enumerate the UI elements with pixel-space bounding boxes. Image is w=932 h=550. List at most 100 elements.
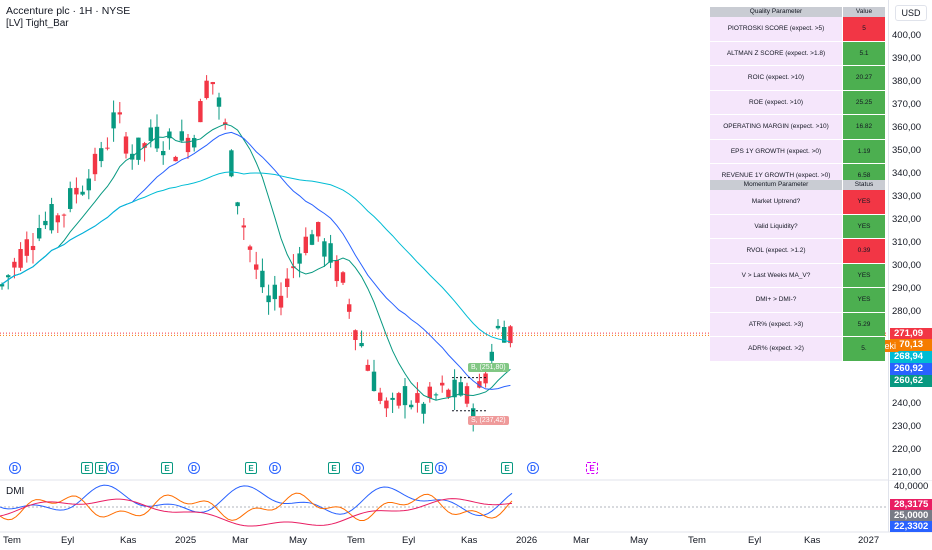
- candle-body: [229, 150, 234, 177]
- candle-body: [477, 381, 482, 388]
- candle-body: [30, 245, 36, 251]
- candle-body: [192, 138, 197, 148]
- earnings-event-icon[interactable]: E: [161, 462, 173, 474]
- candle-body: [272, 284, 277, 300]
- time-axis-label: 2026: [516, 535, 538, 546]
- quality-header-param: Quality Parameter: [710, 7, 843, 17]
- candle-body: [266, 295, 271, 303]
- indicator-name[interactable]: [LV] Tight_Bar: [6, 18, 69, 29]
- momentum-row: Valid Liquidity? YES: [710, 214, 885, 239]
- candle-body: [123, 136, 129, 154]
- currency-button[interactable]: USD: [895, 5, 927, 21]
- earnings-event-icon[interactable]: E: [501, 462, 513, 474]
- quality-value: 5: [843, 17, 885, 41]
- momentum-param: ADR% (expect. >2): [710, 337, 843, 361]
- dividend-event-icon[interactable]: D: [188, 462, 200, 474]
- price-tick: 370,00: [892, 99, 922, 110]
- candle-body: [68, 188, 73, 209]
- quality-table: Quality Parameter Value PIOTROSKI SCORE (…: [710, 7, 885, 189]
- momentum-row: ADR% (expect. >2) 5.: [710, 337, 885, 362]
- quality-value: 25.25: [843, 90, 885, 114]
- time-axis-label: 2025: [175, 535, 197, 546]
- price-tick: 240,00: [892, 398, 922, 409]
- candle-body: [334, 260, 339, 282]
- candle-body: [502, 326, 507, 343]
- candle-body: [508, 326, 513, 344]
- candle-body: [340, 272, 346, 283]
- candle-body: [49, 204, 54, 231]
- earnings-event-icon[interactable]: E: [95, 462, 107, 474]
- momentum-param: RVOL (expect. >1.2): [710, 239, 843, 263]
- momentum-param: Valid Liquidity?: [710, 214, 843, 238]
- sell-signal-badge: S, (237,42): [468, 416, 509, 425]
- candle-body: [285, 278, 290, 287]
- dmi-minus-line: [0, 492, 513, 522]
- earnings-event-icon[interactable]: E: [81, 462, 93, 474]
- candle-body: [148, 127, 153, 141]
- price-tick: 350,00: [892, 145, 922, 156]
- time-axis-label: 2027: [858, 535, 880, 546]
- momentum-value: YES: [843, 190, 885, 214]
- candle-body: [235, 202, 240, 207]
- time-axis-label: Mar: [573, 535, 590, 546]
- candle-body: [347, 304, 352, 312]
- candle-body: [247, 246, 253, 250]
- dmi-tick: 40,0000: [894, 481, 929, 492]
- candle-body: [328, 243, 333, 263]
- quality-param: PIOTROSKI SCORE (expect. >5): [710, 17, 843, 41]
- earnings-event-icon[interactable]: E: [328, 462, 340, 474]
- time-axis-label: Eyl: [748, 535, 762, 546]
- candle-body: [6, 275, 11, 278]
- momentum-row: ATR% (expect. >3) 5.29: [710, 312, 885, 337]
- candle-body: [99, 148, 104, 162]
- candle-body: [111, 112, 116, 129]
- candle-body: [402, 386, 408, 406]
- candle-body: [291, 266, 296, 269]
- dmi-value-label: 22,3302: [890, 521, 932, 532]
- dividend-event-icon[interactable]: D: [527, 462, 539, 474]
- momentum-param: Market Uptrend?: [710, 190, 843, 214]
- earnings-event-icon[interactable]: E: [245, 462, 257, 474]
- candle-body: [415, 393, 420, 403]
- dividend-event-icon[interactable]: D: [352, 462, 364, 474]
- candle-body: [316, 222, 321, 237]
- candle-body: [458, 382, 463, 396]
- earnings-event-icon[interactable]: E: [421, 462, 433, 474]
- price-axis[interactable]: [888, 0, 932, 480]
- dividend-event-icon[interactable]: D: [269, 462, 281, 474]
- candle-body: [12, 261, 17, 268]
- quality-param: ROIC (expect. >10): [710, 66, 843, 90]
- quality-row: ALTMAN Z SCORE (expect. >1.8) 5.1: [710, 41, 885, 66]
- price-tick: 340,00: [892, 168, 922, 179]
- candle-body: [433, 394, 439, 396]
- candle-body: [61, 214, 67, 216]
- dividend-event-icon[interactable]: D: [435, 462, 447, 474]
- momentum-row: Market Uptrend? YES: [710, 190, 885, 215]
- dmi-axis[interactable]: [888, 480, 932, 532]
- candle-body: [241, 225, 246, 228]
- quality-value: 1.19: [843, 139, 885, 163]
- quality-row: OPERATING MARGIN (expect. >10) 16.82: [710, 115, 885, 140]
- price-tick: 360,00: [892, 122, 922, 133]
- dmi-value-label: 25,0000: [890, 510, 932, 521]
- earnings-event-icon[interactable]: E: [586, 462, 598, 474]
- candle-body: [440, 382, 445, 386]
- candle-body: [390, 397, 395, 400]
- time-axis-label: Tem: [347, 535, 365, 546]
- ma-slow-line: [1, 171, 511, 343]
- candle-body: [185, 137, 191, 153]
- dmi-plus-line: [0, 484, 513, 517]
- price-tick: 280,00: [892, 306, 922, 317]
- candle-body: [161, 151, 166, 156]
- time-axis-label: Eyl: [61, 535, 75, 546]
- momentum-value: YES: [843, 214, 885, 238]
- time-axis-label: Kas: [804, 535, 821, 546]
- buy-signal-badge: B, (251,80): [468, 363, 509, 372]
- dmi-value-label: 28,3175: [890, 499, 932, 510]
- dividend-event-icon[interactable]: D: [107, 462, 119, 474]
- price-label: 260,92: [890, 363, 932, 375]
- price-tick: 230,00: [892, 421, 922, 432]
- dividend-event-icon[interactable]: D: [9, 462, 21, 474]
- candle-body: [489, 351, 494, 361]
